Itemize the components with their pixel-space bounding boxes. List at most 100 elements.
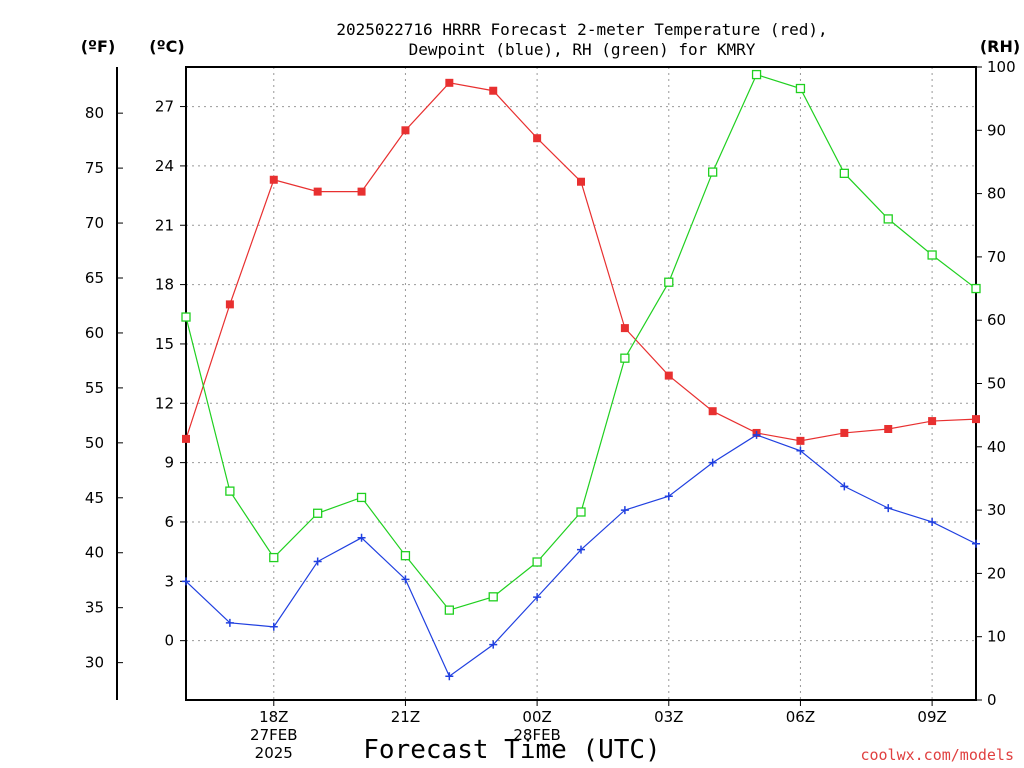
temperature-point — [796, 436, 805, 445]
celsius-tick-label: 6 — [164, 513, 174, 531]
dewpoint-point — [796, 446, 805, 455]
temperature-point — [577, 177, 585, 186]
fahrenheit-tick-label: 75 — [85, 159, 104, 177]
fahrenheit-unit-label: (ºF) — [81, 37, 116, 56]
dewpoint-point — [577, 545, 585, 554]
rh-point — [576, 507, 586, 517]
fahrenheit-tick-label: 50 — [85, 434, 104, 452]
x-tick-label: 00Z — [522, 708, 551, 726]
celsius-tick-label: 15 — [155, 335, 174, 353]
x-axis-title: Forecast Time (UTC) — [363, 735, 660, 765]
temperature-point — [972, 415, 980, 424]
rh-tick-label: 70 — [987, 248, 1006, 266]
grid-lines — [186, 67, 976, 700]
rh-point — [225, 486, 235, 496]
rh-point — [927, 250, 937, 260]
temperature-point — [664, 371, 673, 380]
dewpoint-point — [313, 557, 322, 566]
rh-tick-label: 90 — [987, 121, 1006, 139]
dewpoint-point — [269, 622, 278, 631]
temperature-point — [313, 187, 322, 196]
x-tick-label: 28FEB — [513, 726, 560, 744]
rh-point — [181, 312, 191, 322]
fahrenheit-tick-label: 60 — [85, 324, 104, 342]
temperature-point — [225, 300, 234, 309]
x-tick-label: 18Z — [259, 708, 288, 726]
dewpoint-point — [928, 517, 937, 526]
rh-tick-label: 100 — [987, 58, 1016, 76]
temperature-point — [708, 407, 717, 416]
temperature-line — [185, 82, 977, 442]
fahrenheit-tick-label: 80 — [85, 104, 104, 122]
celsius-tick-label: 0 — [164, 632, 174, 650]
chart-title-line-1: 2025022716 HRRR Forecast 2-meter Tempera… — [336, 20, 827, 39]
rh-point — [751, 69, 762, 80]
rh-line — [185, 73, 977, 611]
dewpoint-point — [225, 618, 234, 627]
temperature-point — [401, 126, 410, 135]
fahrenheit-tick-label: 30 — [85, 654, 104, 672]
celsius-tick-label: 27 — [155, 98, 174, 116]
rh-tick-label: 40 — [987, 438, 1006, 456]
dewpoint-point — [708, 458, 717, 467]
rh-point — [444, 605, 454, 615]
temperature-point — [928, 417, 937, 426]
temperature-point — [357, 187, 366, 196]
celsius-tick-label: 21 — [155, 216, 174, 234]
temperature-point — [182, 434, 190, 443]
rh-tick-label: 0 — [987, 691, 997, 709]
dewpoint-point — [664, 492, 673, 501]
data-series — [181, 69, 981, 681]
celsius-tick-label: 18 — [155, 276, 174, 294]
rh-unit-label: (RH) — [980, 37, 1020, 56]
fahrenheit-tick-label: 70 — [85, 214, 104, 232]
rh-point — [356, 492, 367, 503]
fahrenheit-tick-label: 35 — [85, 599, 104, 617]
temperature-point — [489, 86, 498, 95]
rh-point — [839, 168, 849, 178]
x-tick-label: 09Z — [917, 708, 946, 726]
celsius-tick-label: 9 — [164, 454, 174, 472]
dewpoint-point — [182, 577, 190, 586]
axes: 30 35 40 45 50 55 60 65 70 75 80 0 3 6 9 12 15 18 21 24 27 0 1… — [85, 58, 1016, 762]
dewpoint-point — [401, 575, 410, 584]
x-tick-label: 2025 — [255, 744, 293, 762]
dewpoint-point — [357, 533, 366, 542]
rh-tick-label: 80 — [987, 185, 1006, 203]
dewpoint-point — [533, 593, 542, 602]
plot-frame — [185, 66, 977, 701]
fahrenheit-tick-label: 65 — [85, 269, 104, 287]
rh-tick-label: 20 — [987, 564, 1006, 582]
rh-tick-label: 50 — [987, 375, 1006, 393]
temperature-point — [533, 134, 542, 143]
chart-title-line-2: Dewpoint (blue), RH (green) for KMRY — [409, 40, 756, 59]
temperature-point — [884, 424, 893, 433]
x-tick-label: 03Z — [654, 708, 683, 726]
rh-point — [400, 551, 411, 561]
dewpoint-point — [884, 504, 893, 513]
rh-point — [532, 557, 542, 567]
celsius-tick-label: 24 — [155, 157, 174, 175]
fahrenheit-tick-label: 45 — [85, 489, 104, 507]
temperature-point — [269, 175, 278, 184]
rh-point — [971, 283, 981, 294]
x-tick-label: 27FEB — [250, 726, 297, 744]
x-tick-label: 06Z — [786, 708, 815, 726]
rh-point — [313, 508, 323, 518]
temperature-point — [620, 324, 629, 333]
rh-point — [795, 83, 806, 94]
celsius-tick-label: 3 — [164, 572, 174, 590]
dewpoint-point — [620, 506, 629, 515]
rh-point — [708, 167, 718, 177]
dewpoint-point — [752, 430, 761, 439]
rh-tick-label: 30 — [987, 501, 1006, 519]
x-tick-label: 21Z — [391, 708, 420, 726]
rh-point — [664, 277, 674, 287]
celsius-tick-label: 12 — [155, 394, 174, 412]
rh-tick-label: 10 — [987, 628, 1006, 646]
rh-point — [883, 214, 893, 224]
fahrenheit-tick-label: 55 — [85, 379, 104, 397]
temperature-point — [840, 428, 849, 437]
dewpoint-line — [185, 434, 977, 678]
rh-tick-label: 60 — [987, 311, 1006, 329]
